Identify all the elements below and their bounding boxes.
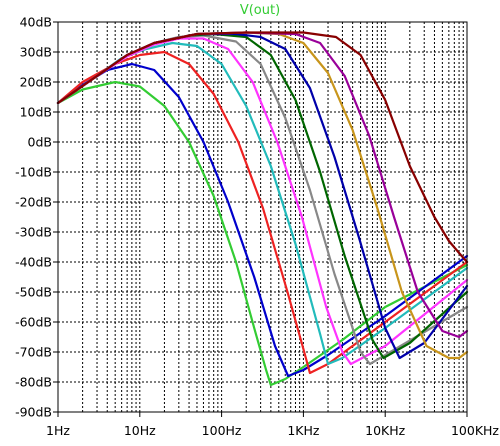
y-tick-label: 20dB — [20, 75, 52, 90]
y-tick-label: -80dB — [15, 375, 52, 390]
y-tick-label: -60dB — [15, 315, 52, 330]
y-tick-label: -90dB — [15, 405, 52, 420]
x-axis: 1Hz 10Hz 100Hz 1KHz 10KHz 100KHz — [46, 412, 499, 438]
y-tick-label: -10dB — [15, 165, 52, 180]
series-line-5 — [56, 37, 469, 366]
y-tick-label: -20dB — [15, 195, 52, 210]
series-line-3 — [56, 50, 469, 375]
x-tick-label: 1KHz — [287, 423, 320, 438]
y-tick-label: 10dB — [20, 105, 52, 120]
y-tick-label: 0dB — [28, 135, 52, 150]
x-tick-label: 10Hz — [124, 423, 156, 438]
series-line-1 — [56, 80, 469, 387]
y-tick-label: 40dB — [20, 15, 52, 30]
series-line-2 — [56, 62, 469, 378]
y-axis: 40dB 30dB 20dB 10dB 0dB -10dB -20dB -30dB -40dB -… — [15, 15, 58, 420]
y-tick-label: -30dB — [15, 225, 52, 240]
series-line-11 — [56, 31, 469, 264]
y-tick-label: 30dB — [20, 45, 52, 60]
series-layer — [56, 31, 469, 387]
y-tick-label: -70dB — [15, 345, 52, 360]
x-tick-label: 1Hz — [46, 423, 70, 438]
plot-frame — [57, 21, 468, 413]
x-tick-label: 100Hz — [202, 423, 242, 438]
y-tick-label: -50dB — [15, 285, 52, 300]
x-tick-label: 10KHz — [365, 423, 406, 438]
chart-title: V(out) — [240, 3, 280, 18]
x-tick-label: 100KHz — [451, 423, 499, 438]
y-tick-label: -40dB — [15, 255, 52, 270]
